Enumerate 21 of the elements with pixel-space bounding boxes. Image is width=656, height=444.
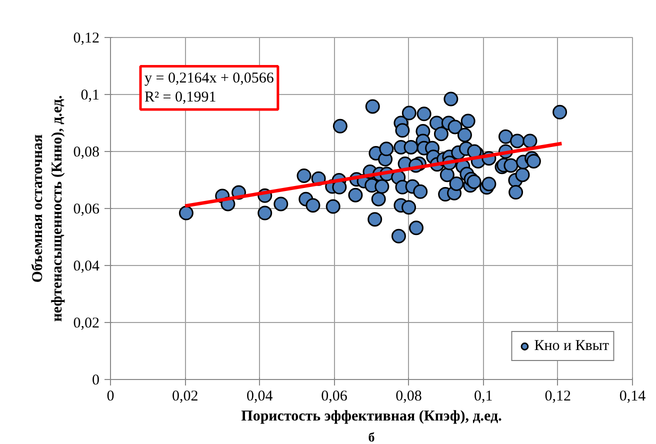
text: б <box>368 430 376 444</box>
y-tick-label: 0,06 <box>73 202 100 218</box>
x-axis-title: Пористость эффективная (Кпэф), д.ед. <box>241 408 502 424</box>
y-tick-label: 0,08 <box>73 144 100 160</box>
y-tick-label: 0,12 <box>73 30 100 46</box>
annotation: R² = 0,1991 <box>144 90 216 106</box>
x-tick-label: 0,06 <box>321 388 348 404</box>
y-tick-label: 0 <box>92 372 100 388</box>
x-tick-label: 0,04 <box>246 388 274 404</box>
x-tick-label: 0,02 <box>172 388 198 404</box>
y-tick-label: 0,1 <box>80 88 100 104</box>
y-axis-title: Объемная остаточная нефтенасыщенность (Кнно), д.ед. <box>30 95 66 322</box>
y-tick-label: 0,02 <box>73 316 100 332</box>
x-tick-label: 0,14 <box>619 388 646 404</box>
x-tick-label: 0,08 <box>396 388 422 404</box>
x-tick-label: 0 <box>106 388 114 404</box>
legend-label: Кно и Квыт <box>534 338 609 354</box>
x-tick-label: 0,1 <box>474 388 493 404</box>
y-tick-label: 0,04 <box>73 258 100 274</box>
x-tick-label: 0,12 <box>544 388 572 404</box>
annotation: y = 0,2164x + 0,0566 <box>144 70 274 86</box>
